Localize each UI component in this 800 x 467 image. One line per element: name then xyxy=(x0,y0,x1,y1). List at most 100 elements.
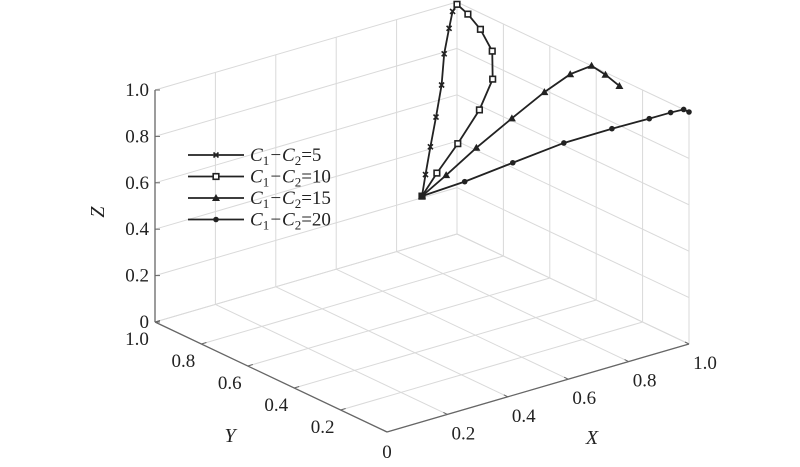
grid-line xyxy=(154,140,458,230)
marker-x xyxy=(446,25,453,32)
grid-line xyxy=(456,140,690,252)
grid-line xyxy=(154,47,458,137)
y-axis-label: Y xyxy=(224,425,237,447)
legend-label: C1−C2=5 xyxy=(250,145,321,168)
legend-subscript: 1 xyxy=(263,196,270,211)
series-line xyxy=(421,108,690,197)
marker-x xyxy=(432,114,440,121)
grid-line xyxy=(247,277,550,367)
legend-subscript: 1 xyxy=(263,218,270,233)
legend-subscript: 2 xyxy=(295,175,302,190)
grid-line xyxy=(154,1,458,91)
series-3 xyxy=(418,61,624,200)
marker-square xyxy=(453,0,461,8)
y-tick-label: 0.8 xyxy=(172,351,196,372)
legend-subscript: 2 xyxy=(295,196,302,211)
marker-circle xyxy=(509,159,516,166)
legend-subscript: 1 xyxy=(263,153,270,168)
legend-text: C xyxy=(250,167,263,188)
z-tick-label: 0 xyxy=(140,312,150,333)
marker-circle xyxy=(686,109,692,115)
y-tick-label: 0.4 xyxy=(264,395,288,416)
series-line xyxy=(421,3,458,197)
z-axis-label: Z xyxy=(87,206,109,218)
marker-x xyxy=(422,171,429,178)
marker-triangle xyxy=(507,114,516,122)
x-tick-label: 0.4 xyxy=(512,406,536,427)
z-tick-label: 0.8 xyxy=(125,126,149,147)
legend-item: C1−C2=5 xyxy=(188,145,321,168)
legend-subscript: 2 xyxy=(295,153,302,168)
legend-text: =20 xyxy=(301,210,331,231)
legend-item: C1−C2=10 xyxy=(188,167,331,190)
legend-subscript: 1 xyxy=(263,175,270,190)
marker-circle xyxy=(609,125,615,132)
marker-square xyxy=(488,47,496,55)
y-tick-label: 1.0 xyxy=(125,329,149,350)
legend-text: C xyxy=(250,210,263,231)
marker-square xyxy=(212,172,220,181)
marker-x xyxy=(212,151,220,159)
marker-x xyxy=(427,143,434,150)
z-tick-label: 1.0 xyxy=(125,80,149,101)
marker-triangle xyxy=(212,194,220,201)
legend-label: C1−C2=20 xyxy=(250,210,331,233)
legend-text: C xyxy=(250,145,263,166)
x-tick-label: 1.0 xyxy=(693,353,717,374)
x-tick xyxy=(624,359,629,363)
marker-circle xyxy=(213,216,219,223)
series-4 xyxy=(419,106,692,199)
grid-line xyxy=(154,187,458,277)
marker-triangle xyxy=(615,81,624,89)
legend-text: C xyxy=(250,188,263,209)
marker-triangle xyxy=(442,171,451,179)
y-tick xyxy=(294,386,300,389)
marker-circle xyxy=(561,140,567,146)
grid-line xyxy=(215,303,448,415)
x-tick xyxy=(382,429,388,433)
marker-triangle xyxy=(566,70,575,78)
legend-item: C1−C2=15 xyxy=(188,188,331,211)
legend-text: −C xyxy=(269,188,295,209)
grid-line xyxy=(456,187,690,299)
marker-circle xyxy=(646,115,653,122)
grid-line xyxy=(154,233,458,323)
grid-line xyxy=(294,299,597,389)
legend-subscript: 2 xyxy=(295,218,302,233)
legend-text: =10 xyxy=(301,167,331,188)
legend-text: −C xyxy=(269,167,295,188)
marker-x xyxy=(441,50,448,57)
y-tick-label: 0.2 xyxy=(311,417,335,438)
marker-square xyxy=(489,75,497,83)
marker-square xyxy=(464,10,472,18)
marker-triangle xyxy=(472,143,481,151)
x-tick-label: 0.8 xyxy=(633,371,657,392)
legend-text: −C xyxy=(269,210,295,231)
legend-text: −C xyxy=(269,145,295,166)
legend-item: C1−C2=20 xyxy=(188,210,331,233)
legend-label: C1−C2=15 xyxy=(250,188,331,211)
grid-line xyxy=(335,268,569,380)
z-tick-label: 0.4 xyxy=(125,219,149,240)
marker-triangle xyxy=(587,61,596,69)
marker-circle xyxy=(667,109,674,116)
grid-line xyxy=(340,321,643,411)
marker-circle xyxy=(461,178,468,185)
marker-square xyxy=(454,140,462,148)
z-tick-label: 0.2 xyxy=(125,266,149,287)
marker-triangle xyxy=(540,88,549,96)
legend-text: =5 xyxy=(301,145,321,166)
x-tick xyxy=(684,341,690,345)
grid-line xyxy=(396,251,629,363)
series xyxy=(418,0,692,200)
y-axis xyxy=(154,321,388,433)
x-axis-label: X xyxy=(585,427,599,449)
grid-line xyxy=(456,233,690,345)
y-tick xyxy=(340,408,346,411)
x-tick xyxy=(563,376,569,380)
legend-text: =15 xyxy=(301,188,331,209)
grid-line xyxy=(154,94,458,184)
grid-line xyxy=(275,286,509,398)
